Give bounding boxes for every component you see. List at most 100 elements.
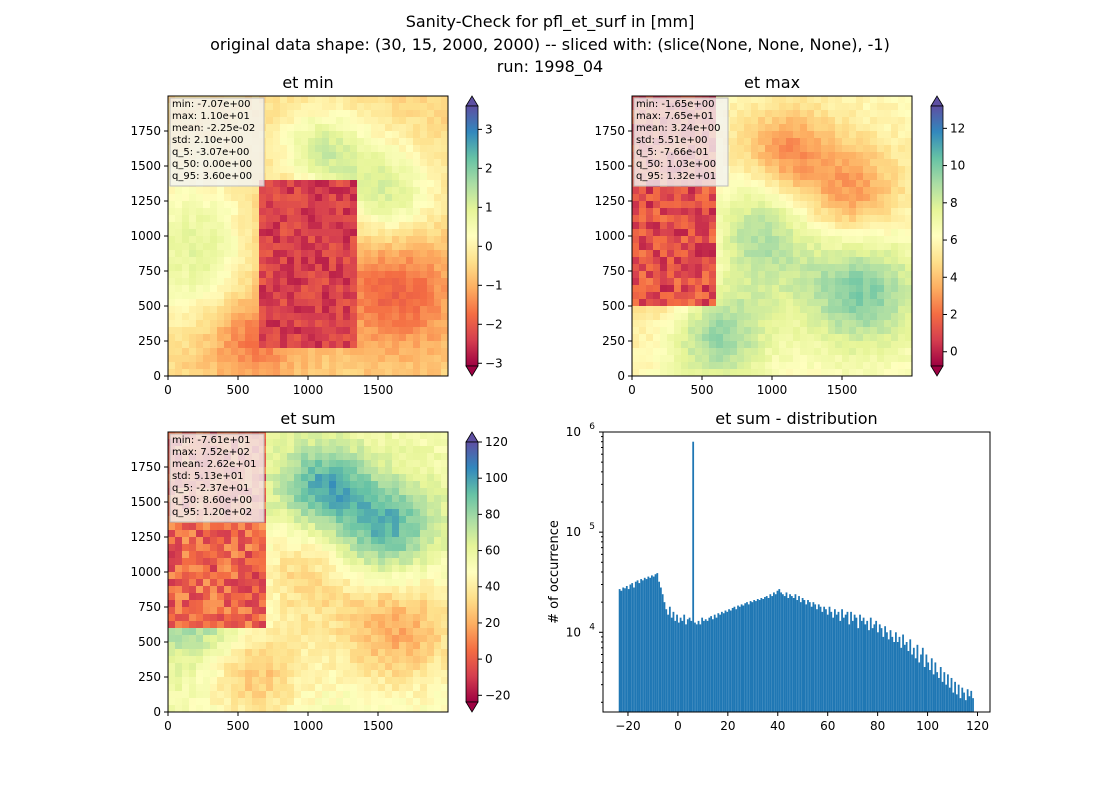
heatmap-cell [905, 369, 913, 377]
heatmap-cell [856, 152, 864, 160]
heatmap-cell [252, 705, 260, 713]
heatmap-cell [231, 243, 239, 251]
heatmap-cell [182, 306, 190, 314]
heatmap-cell [273, 306, 281, 314]
heatmap-cell [357, 292, 365, 300]
heatmap-cell [399, 572, 407, 580]
heatmap-cell [350, 551, 358, 559]
heatmap-cell [639, 187, 647, 195]
heatmap-cell [273, 691, 281, 699]
heatmap-cell [168, 187, 176, 195]
heatmap-cell [273, 152, 281, 160]
heatmap-cell [224, 236, 232, 244]
heatmap-cell [336, 579, 344, 587]
heatmap-cell [702, 292, 710, 300]
heatmap-cell [350, 194, 358, 202]
heatmap-cell [364, 586, 372, 594]
heatmap-cell [329, 341, 337, 349]
heatmap-cell [308, 663, 316, 671]
heatmap-cell [315, 215, 323, 223]
heatmap-cell [322, 530, 330, 538]
heatmap-cell [737, 145, 745, 153]
heatmap-cell [189, 292, 197, 300]
heatmap-cell [427, 572, 435, 580]
heatmap-cell [441, 166, 449, 174]
heatmap-cell [420, 306, 428, 314]
heatmap-cell [350, 124, 358, 132]
heatmap-cell [744, 348, 752, 356]
heatmap-cell [357, 474, 365, 482]
heatmap-cell [182, 684, 190, 692]
heatmap-cell [189, 306, 197, 314]
heatmap-cell [301, 145, 309, 153]
heatmap-cell [273, 705, 281, 713]
heatmap-cell [385, 334, 393, 342]
heatmap-cell [280, 467, 288, 475]
heatmap-cell [385, 299, 393, 307]
heatmap-cell [674, 369, 682, 377]
heatmap-cell [336, 215, 344, 223]
heatmap-cell [280, 579, 288, 587]
heatmap-cell [266, 460, 274, 468]
heatmap-cell [681, 229, 689, 237]
heatmap-cell [709, 306, 717, 314]
heatmap-cell [632, 369, 640, 377]
heatmap-cell [413, 117, 421, 125]
heatmap-cell [849, 138, 857, 146]
heatmap-cell [280, 460, 288, 468]
heatmap-cell [371, 159, 379, 167]
heatmap-cell [392, 264, 400, 272]
heatmap-cell [667, 341, 675, 349]
heatmap-cell [891, 110, 899, 118]
heatmap-cell [203, 558, 211, 566]
heatmap-cell [884, 166, 892, 174]
heatmap-cell [730, 369, 738, 377]
heatmap-cell [772, 117, 780, 125]
heatmap-cell [807, 201, 815, 209]
heatmap-cell [427, 96, 435, 104]
heatmap-cell [266, 96, 274, 104]
heatmap-cell [385, 439, 393, 447]
heatmap-cell [378, 670, 386, 678]
heatmap-cell [301, 677, 309, 685]
heatmap-cell [828, 334, 836, 342]
heatmap-cell [842, 362, 850, 370]
heatmap-cell [392, 446, 400, 454]
heatmap-cell [203, 271, 211, 279]
heatmap-cell [406, 362, 414, 370]
heatmap-cell [315, 628, 323, 636]
heatmap-cell [210, 607, 218, 615]
heatmap-cell [905, 285, 913, 293]
heatmap-cell [667, 278, 675, 286]
heatmap-cell [231, 663, 239, 671]
heatmap-cell [877, 341, 885, 349]
heatmap-cell [772, 194, 780, 202]
heatmap-cell [632, 320, 640, 328]
stats-line: q_95: 3.60e+00 [172, 171, 252, 182]
heatmap-cell [168, 635, 176, 643]
heatmap-cell [420, 621, 428, 629]
heatmap-cell [399, 649, 407, 657]
heatmap-cell [245, 362, 253, 370]
heatmap-cell [336, 600, 344, 608]
heatmap-cell [877, 96, 885, 104]
heatmap-cell [702, 201, 710, 209]
heatmap-cell [385, 159, 393, 167]
heatmap-cell [406, 516, 414, 524]
y-tick-label: 500 [138, 635, 161, 649]
heatmap-cell [427, 432, 435, 440]
histogram-bar [624, 588, 626, 712]
heatmap-cell [280, 194, 288, 202]
heatmap-cell [695, 334, 703, 342]
heatmap-cell [175, 250, 183, 258]
heatmap-cell [441, 320, 449, 328]
heatmap-cell [898, 292, 906, 300]
heatmap-cell [301, 138, 309, 146]
heatmap-cell [294, 495, 302, 503]
heatmap-cell [280, 488, 288, 496]
heatmap-cell [842, 187, 850, 195]
heatmap-cell [434, 348, 442, 356]
heatmap-cell [681, 313, 689, 321]
heatmap-cell [238, 341, 246, 349]
heatmap-cell [182, 264, 190, 272]
